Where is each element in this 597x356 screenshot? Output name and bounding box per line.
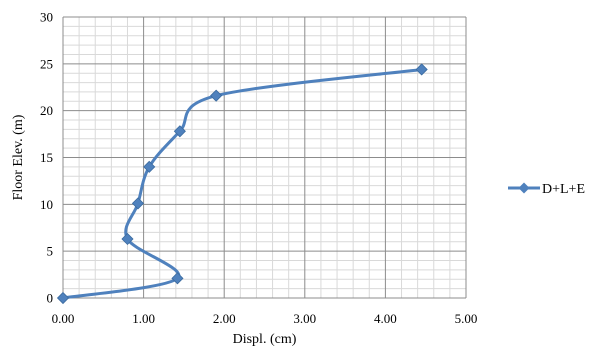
x-tick-labels: 0.00 1.00 2.00 3.00 4.00 5.00	[52, 311, 478, 326]
data-point-marker	[56, 291, 70, 305]
y-tick-label: 30	[40, 10, 53, 25]
data-point-marker	[173, 125, 186, 138]
data-point-marker	[143, 160, 156, 173]
x-tick-label: 1.00	[132, 311, 155, 326]
data-point-marker	[121, 232, 134, 246]
legend-marker	[518, 182, 530, 194]
data-point-marker	[131, 197, 145, 210]
data-point-marker	[415, 63, 428, 76]
y-tick-label: 25	[40, 56, 53, 71]
x-tick-label: 0.00	[52, 311, 75, 326]
y-tick-label: 0	[47, 291, 54, 306]
plot-axes	[62, 17, 466, 299]
legend: D+L+E	[508, 182, 585, 197]
x-tick-label: 4.00	[374, 311, 397, 326]
data-point-marker	[210, 89, 223, 102]
series-line	[61, 67, 424, 300]
y-tick-label: 20	[40, 103, 53, 118]
x-tick-label: 2.00	[213, 311, 236, 326]
x-tick-label: 3.00	[293, 311, 316, 326]
y-tick-label: 5	[47, 244, 54, 259]
x-axis-title: Displ. (cm)	[233, 332, 297, 347]
major-gridlines	[63, 16, 467, 298]
y-tick-label: 15	[40, 150, 53, 165]
y-axis-title: Floor Elev. (m)	[11, 114, 26, 200]
y-tick-label: 10	[40, 197, 53, 212]
x-tick-label: 5.00	[455, 311, 478, 326]
legend-label: D+L+E	[542, 182, 585, 197]
data-point-marker	[171, 272, 184, 285]
y-tick-labels: 0 5 10 15 20 25 30	[40, 10, 53, 306]
series-markers	[56, 63, 428, 305]
